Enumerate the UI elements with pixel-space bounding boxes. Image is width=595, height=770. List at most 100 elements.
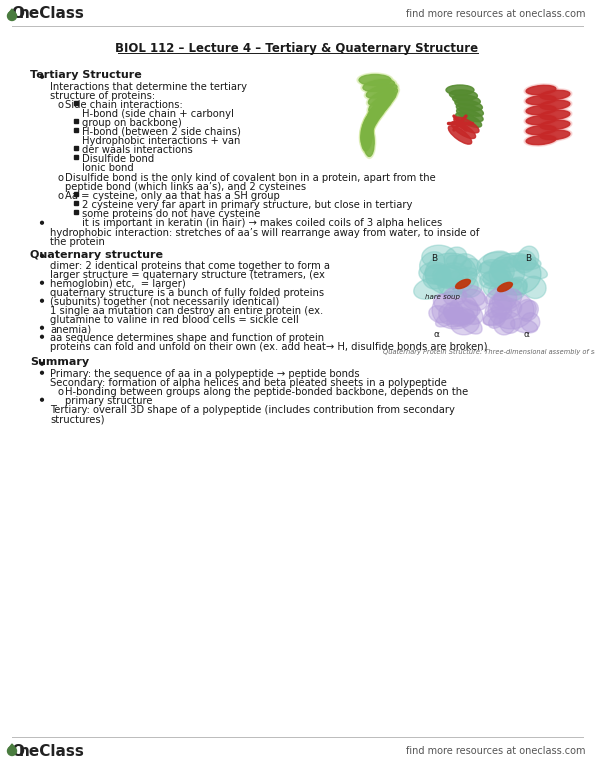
Text: glutamine to valine in red blood cells = sickle cell: glutamine to valine in red blood cells =… xyxy=(50,315,299,325)
Ellipse shape xyxy=(361,114,374,145)
Ellipse shape xyxy=(526,95,556,105)
Ellipse shape xyxy=(489,295,512,315)
Text: O: O xyxy=(11,744,24,758)
Text: group on backbone): group on backbone) xyxy=(82,118,181,128)
Ellipse shape xyxy=(526,85,556,95)
Ellipse shape xyxy=(483,307,506,326)
Ellipse shape xyxy=(362,122,375,159)
Ellipse shape xyxy=(507,277,527,295)
Polygon shape xyxy=(9,744,15,748)
Text: aa sequence determines shape and function of protein: aa sequence determines shape and functio… xyxy=(50,333,324,343)
Text: H-bond (between 2 side chains): H-bond (between 2 side chains) xyxy=(82,127,241,137)
Circle shape xyxy=(40,254,43,257)
Ellipse shape xyxy=(497,283,512,292)
Circle shape xyxy=(40,300,43,302)
Text: structure of proteins:: structure of proteins: xyxy=(50,91,155,101)
Bar xyxy=(74,210,78,213)
Ellipse shape xyxy=(367,86,399,106)
Ellipse shape xyxy=(491,299,522,319)
Ellipse shape xyxy=(433,294,459,315)
Text: O: O xyxy=(11,6,24,22)
Ellipse shape xyxy=(485,303,504,317)
Ellipse shape xyxy=(499,255,530,272)
Text: hare soup: hare soup xyxy=(425,294,460,300)
Ellipse shape xyxy=(367,84,397,98)
Ellipse shape xyxy=(419,252,445,276)
Circle shape xyxy=(40,221,43,224)
Ellipse shape xyxy=(517,300,536,319)
Ellipse shape xyxy=(446,307,471,326)
Text: Disulfide bond: Disulfide bond xyxy=(82,154,154,164)
Text: 1 single aa mutation can destroy an entire protein (ex.: 1 single aa mutation can destroy an enti… xyxy=(50,306,323,316)
Text: o: o xyxy=(57,387,63,397)
Ellipse shape xyxy=(364,105,383,132)
Ellipse shape xyxy=(456,271,483,297)
Ellipse shape xyxy=(515,262,547,279)
Text: o: o xyxy=(57,173,63,183)
Ellipse shape xyxy=(538,89,572,101)
Text: anemia): anemia) xyxy=(50,324,91,334)
Text: B: B xyxy=(525,254,531,263)
Ellipse shape xyxy=(524,104,558,116)
Ellipse shape xyxy=(462,290,487,310)
Ellipse shape xyxy=(538,119,572,131)
Ellipse shape xyxy=(490,257,525,284)
Ellipse shape xyxy=(456,104,483,116)
Text: proteins can fold and unfold on their own (ex. add heat→ H, disulfide bonds are : proteins can fold and unfold on their ow… xyxy=(50,342,487,352)
Ellipse shape xyxy=(540,100,570,109)
Ellipse shape xyxy=(444,247,467,269)
Ellipse shape xyxy=(540,90,570,99)
Ellipse shape xyxy=(526,126,556,135)
Text: (subunits) together (not necessarily identical): (subunits) together (not necessarily ide… xyxy=(50,297,279,307)
Ellipse shape xyxy=(456,109,483,122)
Ellipse shape xyxy=(519,300,538,321)
Circle shape xyxy=(40,371,43,374)
Ellipse shape xyxy=(518,246,538,270)
Ellipse shape xyxy=(425,264,451,284)
Ellipse shape xyxy=(480,262,508,284)
Ellipse shape xyxy=(364,99,389,128)
Ellipse shape xyxy=(360,117,374,153)
Text: structures): structures) xyxy=(50,414,105,424)
Ellipse shape xyxy=(367,90,398,113)
Ellipse shape xyxy=(443,307,469,324)
Ellipse shape xyxy=(361,78,397,93)
Ellipse shape xyxy=(491,259,514,283)
Circle shape xyxy=(40,336,43,338)
Ellipse shape xyxy=(455,301,483,324)
Ellipse shape xyxy=(438,278,463,296)
Ellipse shape xyxy=(538,99,572,111)
Ellipse shape xyxy=(8,12,17,21)
Text: Interactions that determine the tertiary: Interactions that determine the tertiary xyxy=(50,82,247,92)
Ellipse shape xyxy=(444,268,477,286)
Ellipse shape xyxy=(538,129,572,141)
Ellipse shape xyxy=(456,112,481,127)
Ellipse shape xyxy=(524,124,558,136)
Ellipse shape xyxy=(513,250,536,273)
Ellipse shape xyxy=(436,310,459,327)
Bar xyxy=(74,201,78,205)
Ellipse shape xyxy=(483,283,507,300)
Ellipse shape xyxy=(447,307,475,325)
Ellipse shape xyxy=(454,117,479,133)
Bar xyxy=(74,101,78,105)
Ellipse shape xyxy=(523,276,546,299)
Ellipse shape xyxy=(451,122,475,139)
Ellipse shape xyxy=(425,253,477,295)
Text: find more resources at oneclass.com: find more resources at oneclass.com xyxy=(406,746,585,756)
Ellipse shape xyxy=(459,314,482,334)
Ellipse shape xyxy=(359,112,375,147)
Ellipse shape xyxy=(540,110,570,119)
Ellipse shape xyxy=(443,287,466,306)
Ellipse shape xyxy=(488,280,522,296)
Text: quaternary structure is a bunch of fully folded proteins: quaternary structure is a bunch of fully… xyxy=(50,288,324,298)
Ellipse shape xyxy=(357,73,393,87)
Ellipse shape xyxy=(483,271,509,287)
Ellipse shape xyxy=(444,303,463,321)
Ellipse shape xyxy=(494,294,516,311)
Ellipse shape xyxy=(526,105,556,115)
Text: BIOL 112 – Lecture 4 – Tertiary & Quaternary Structure: BIOL 112 – Lecture 4 – Tertiary & Quater… xyxy=(115,42,478,55)
Text: Side chain interactions:: Side chain interactions: xyxy=(65,100,183,110)
Text: some proteins do not have cysteine: some proteins do not have cysteine xyxy=(82,209,261,219)
Bar xyxy=(74,146,78,149)
